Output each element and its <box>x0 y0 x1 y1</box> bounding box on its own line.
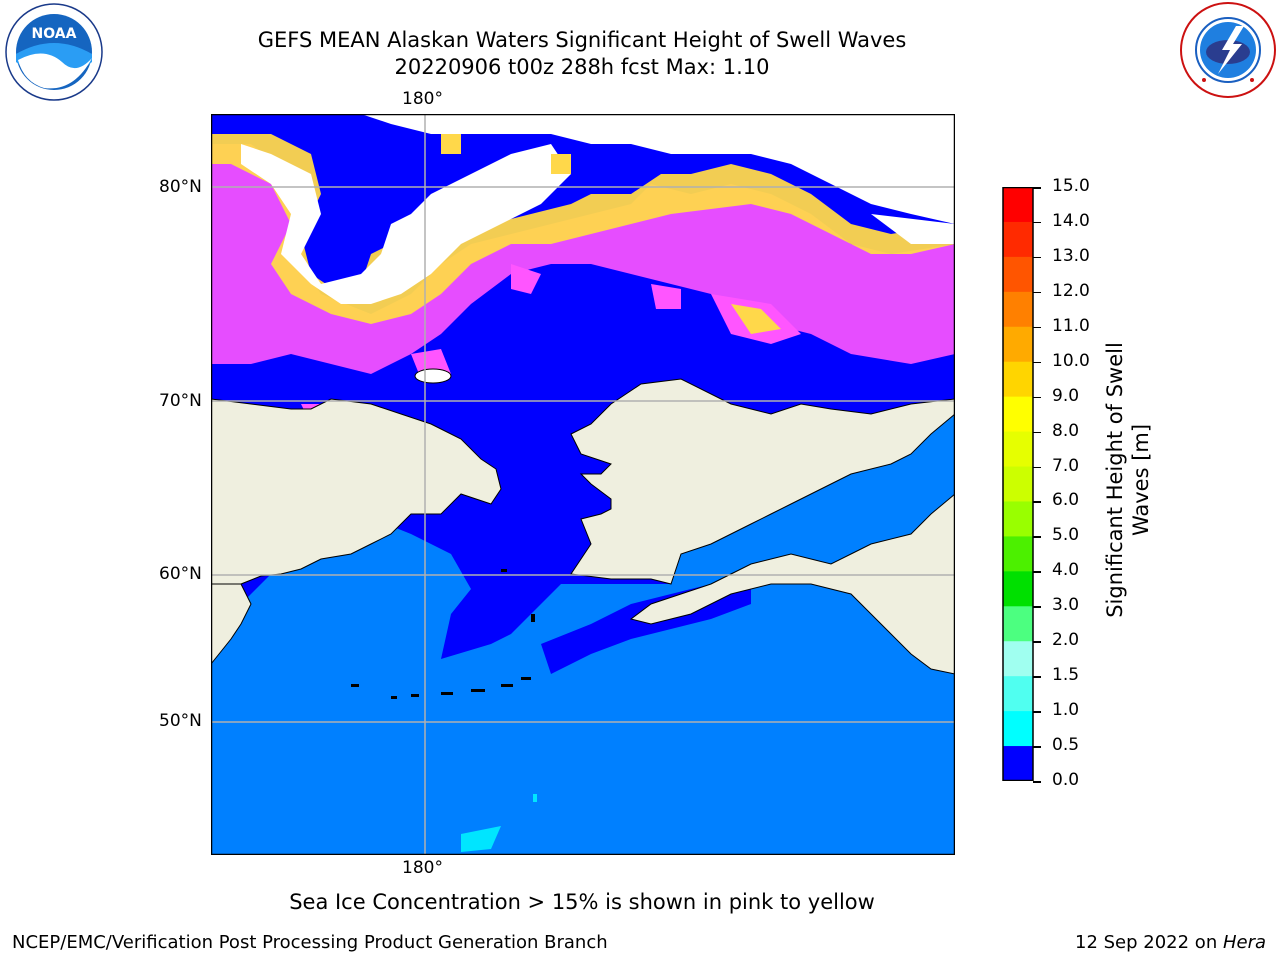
colorbar-segment <box>1003 571 1033 607</box>
colorbar-segment <box>1003 256 1033 293</box>
lat-label-60: 60°N <box>159 564 202 584</box>
colorbar-tick-label: 14.0 <box>1052 210 1090 231</box>
colorbar-title-line2: Waves [m] <box>1129 424 1153 536</box>
colorbar-tick-label: 5.0 <box>1052 525 1080 546</box>
colorbar-tick-label: 13.0 <box>1052 245 1090 266</box>
colorbar-tick-label: 12.0 <box>1052 280 1090 301</box>
colorbar-tick-mark <box>1033 291 1041 294</box>
colorbar-tick-label: 10.0 <box>1052 350 1090 371</box>
colorbar-tick-mark <box>1033 571 1041 573</box>
colorbar-tick-mark <box>1033 431 1041 434</box>
colorbar-tick-label: 1.0 <box>1052 700 1080 721</box>
colorbar-tick-label: 8.0 <box>1052 420 1080 441</box>
colorbar-segment <box>1003 676 1033 712</box>
colorbar-tick-mark <box>1033 396 1041 399</box>
colorbar-tick-mark <box>1033 676 1041 678</box>
ocean-high-patch <box>461 826 501 852</box>
land-kamchatka <box>211 583 252 665</box>
wrangel-island <box>414 368 452 384</box>
sea-ice <box>211 114 955 424</box>
aleutian-islands <box>351 569 535 699</box>
colorbar-segment <box>1003 711 1033 747</box>
colorbar-segment <box>1003 746 1033 781</box>
gridlines <box>211 114 955 855</box>
colorbar-tick-label: 3.0 <box>1052 595 1080 616</box>
colorbar-tick-mark <box>1033 746 1041 748</box>
land-alaska <box>570 378 955 585</box>
chart-subtitle: 20220906 t00z 288h fcst Max: 1.10 <box>394 55 770 79</box>
colorbar-tick-mark <box>1033 256 1041 259</box>
colorbar-tick-label: 0.5 <box>1052 735 1080 756</box>
colorbar-tick-label: 7.0 <box>1052 455 1080 476</box>
colorbar-segment <box>1003 606 1033 642</box>
ice-note: Sea Ice Concentration > 15% is shown in … <box>289 890 875 914</box>
colorbar-tick-mark <box>1033 606 1041 608</box>
lat-label-80: 80°N <box>159 177 202 197</box>
colorbar-segment <box>1003 187 1033 223</box>
lat-label-50: 50°N <box>159 711 202 731</box>
colorbar-tick-mark <box>1033 326 1041 329</box>
noaa-logo-icon: NOAA <box>5 3 103 101</box>
colorbar-tick-label: 9.0 <box>1052 385 1080 406</box>
colorbar-segment <box>1003 326 1033 363</box>
colorbar-tick-mark <box>1033 466 1041 469</box>
colorbar-tick-label: 2.0 <box>1052 630 1080 651</box>
colorbar-tick-label: 15.0 <box>1052 176 1090 196</box>
noaa-logo-text: NOAA <box>32 26 77 42</box>
nws-logo-icon <box>1180 2 1276 98</box>
colorbar-tick-mark <box>1033 711 1041 713</box>
colorbar-tick-mark <box>1033 641 1041 643</box>
footer-machine: Hera <box>1222 932 1266 953</box>
lon-label-bottom: 180° <box>402 858 443 878</box>
colorbar-tick-label: 1.5 <box>1052 665 1080 686</box>
colorbar-segment <box>1003 396 1033 433</box>
colorbar <box>1002 187 1034 781</box>
colorbar-tick-mark <box>1033 221 1041 224</box>
colorbar-title-line1: Significant Height of Swell <box>1103 342 1127 618</box>
colorbar-tick-label: 6.0 <box>1052 490 1080 511</box>
colorbar-frame <box>1002 187 1034 781</box>
colorbar-segment <box>1003 221 1033 258</box>
footer-date: 12 Sep 2022 on <box>1075 932 1223 953</box>
colorbar-segment <box>1003 536 1033 572</box>
colorbar-segment <box>1003 291 1033 328</box>
colorbar-tick-mark <box>1033 187 1041 189</box>
chart-title: GEFS MEAN Alaskan Waters Significant Hei… <box>257 28 907 52</box>
colorbar-tick-label: 11.0 <box>1052 315 1090 336</box>
footer-right: 12 Sep 2022 on Hera <box>1075 932 1266 953</box>
colorbar-tick-label: 4.0 <box>1052 560 1080 581</box>
colorbar-segment <box>1003 466 1033 502</box>
colorbar-tick-mark <box>1033 536 1041 538</box>
lon-label-top: 180° <box>402 89 443 109</box>
colorbar-segment <box>1003 431 1033 468</box>
colorbar-tick-label: 0.0 <box>1052 770 1080 790</box>
colorbar-title: Significant Height of Swell Waves [m] <box>1103 342 1153 618</box>
map-frame <box>211 114 955 855</box>
colorbar-tick-mark <box>1033 361 1041 364</box>
land-alaska-south <box>629 444 955 675</box>
lat-label-70: 70°N <box>159 391 202 411</box>
footer-left: NCEP/EMC/Verification Post Processing Pr… <box>12 932 608 953</box>
colorbar-tick-mark <box>1033 501 1041 503</box>
colorbar-segment <box>1003 361 1033 398</box>
colorbar-segment <box>1003 501 1033 537</box>
colorbar-segment <box>1003 641 1033 677</box>
map-panel <box>211 114 955 855</box>
colorbar-tick-mark <box>1033 781 1041 783</box>
